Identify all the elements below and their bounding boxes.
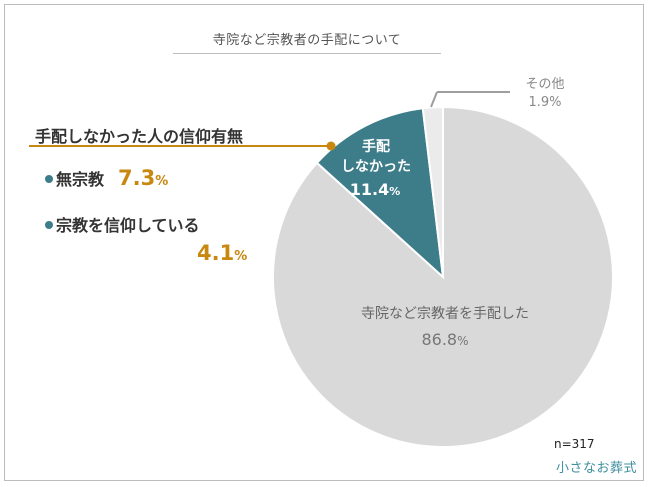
arranged-slice-label: 寺院など宗教者を手配した — [361, 306, 529, 322]
percent-sign: % — [234, 249, 248, 264]
other-slice-label: その他 — [525, 77, 564, 92]
not-arranged-slice-label-line2: しなかった — [341, 159, 411, 175]
leader-breakdown-dot — [326, 141, 336, 151]
breakdown-value-religious: 4.1% — [197, 241, 247, 265]
other-slice-value: 1.9% — [528, 95, 561, 110]
bullet-dot — [45, 174, 53, 183]
breakdown-heading: 手配しなかった人の信仰有無 — [35, 127, 244, 146]
chart-frame: 寺院など宗教者の手配について その他 1.9% 手配 しなかった 11.4% 寺… — [4, 4, 644, 481]
slice-not-arranged — [315, 107, 445, 280]
breakdown-value: 7.3 — [118, 166, 156, 190]
percent-sign: % — [155, 174, 169, 189]
title-underline — [173, 53, 441, 54]
not-arranged-slice-label-line1: 手配 — [362, 138, 390, 155]
breakdown-value: 4.1 — [197, 241, 235, 265]
leader-other — [430, 91, 438, 108]
brand-logo: 小さなお葬式 — [556, 461, 638, 476]
sample-size: n=317 — [554, 437, 595, 451]
breakdown-label: 無宗教 — [56, 170, 105, 189]
breakdown-item-religious: 宗教を信仰している — [45, 212, 200, 236]
slice-other — [421, 105, 444, 278]
not-arranged-slice-value: 11.4% — [350, 180, 401, 199]
breakdown-label: 宗教を信仰している — [56, 216, 200, 235]
bullet-dot — [45, 220, 53, 229]
breakdown-item-no-religion: 無宗教 7.3% — [45, 166, 168, 190]
pie-chart: その他 1.9% 手配 しなかった 11.4% 寺院など宗教者を手配した 86.… — [29, 77, 614, 448]
arranged-slice-value: 86.8% — [421, 330, 468, 349]
chart-title: 寺院など宗教者の手配について — [212, 33, 402, 48]
